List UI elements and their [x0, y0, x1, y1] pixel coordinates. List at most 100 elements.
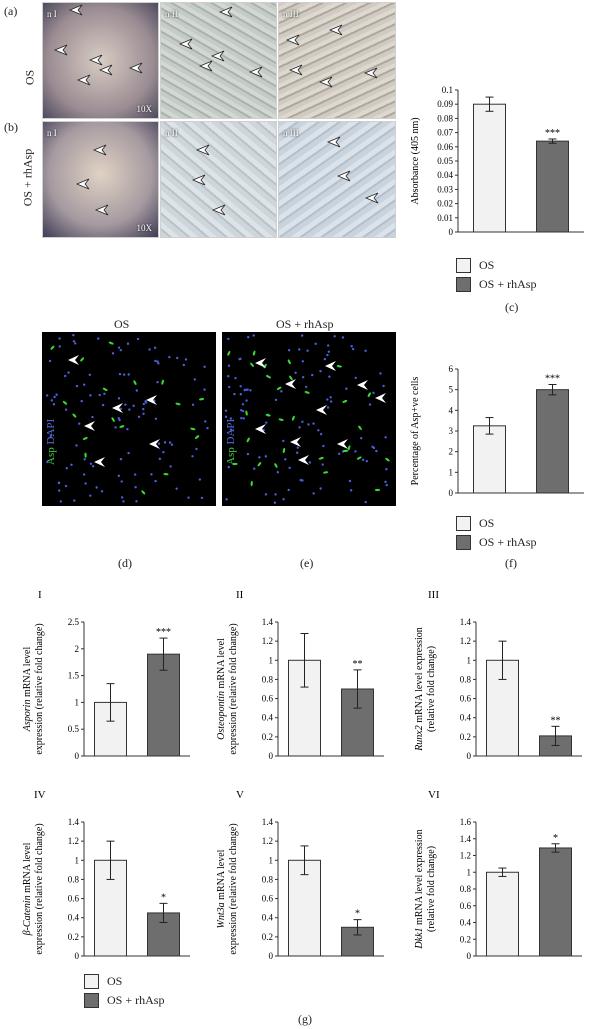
- nucleus-dot: [64, 484, 68, 488]
- nucleus-dot: [239, 393, 243, 396]
- nucleus-dot: [119, 457, 123, 461]
- y-tick-label: 0.8: [68, 874, 80, 884]
- y-tick-label: 1.2: [262, 636, 273, 646]
- asp-cell: [347, 445, 351, 451]
- panel-numeral: VI: [428, 789, 440, 801]
- y-axis-label-line2: expression (relative fold change): [34, 823, 45, 954]
- legend-label-rhasp: OS + rhAsp: [479, 535, 537, 549]
- y-tick-label: 0.2: [262, 932, 273, 942]
- nucleus-dot: [150, 473, 153, 476]
- nucleus-dot: [301, 360, 305, 363]
- nucleus-dot: [264, 455, 268, 458]
- y-axis-label: Wnt3a mRNA level: [216, 849, 227, 928]
- asp-cell: [72, 413, 77, 418]
- nucleus-dot: [301, 376, 305, 379]
- y-axis-label-rest: mRNA level expression: [414, 829, 425, 927]
- nucleus-dot: [103, 392, 106, 396]
- panel-numeral: I: [38, 589, 42, 601]
- asp-cell: [342, 449, 349, 453]
- nucleus-dot: [284, 458, 287, 461]
- magnification-label: 10X: [136, 104, 153, 114]
- nucleus-dot: [329, 396, 332, 399]
- legend-swatch-rhasp: [456, 277, 471, 292]
- arrowhead-icon: [337, 439, 348, 449]
- bar-os: [473, 425, 506, 494]
- arrowhead-icon: [195, 144, 210, 156]
- nucleus-dot: [311, 373, 314, 377]
- nucleus-dot: [294, 371, 297, 374]
- nucleus-dot: [225, 498, 228, 501]
- nucleus-dot: [75, 384, 79, 388]
- fluor-title-rhasp: OS + rhAsp: [276, 317, 334, 331]
- panel-numeral: III: [428, 589, 439, 601]
- nucleus-dot: [127, 373, 130, 376]
- bar-os: [473, 103, 506, 233]
- nucleus-dot: [168, 441, 172, 444]
- legend-swatch-os: [456, 258, 471, 273]
- nucleus-dot: [154, 359, 157, 363]
- panel-numeral: IV: [34, 789, 46, 801]
- nucleus-dot: [326, 406, 330, 409]
- nucleus-dot: [52, 403, 56, 406]
- nucleus-dot: [84, 482, 87, 485]
- y-tick-label: 0: [269, 751, 274, 761]
- nucleus-dot: [137, 415, 141, 419]
- significance-marker: ***: [545, 374, 560, 385]
- nucleus-dot: [132, 404, 135, 408]
- micrograph-os-n1: n I 10X: [42, 2, 159, 119]
- bar-os: [486, 871, 519, 957]
- y-tick-label: 0: [449, 488, 454, 498]
- micrograph-os-n2: n II: [160, 2, 277, 119]
- arrowhead-icon: [211, 204, 226, 216]
- nucleus-dot: [204, 420, 207, 423]
- nucleus-dot: [75, 444, 78, 447]
- nucleus-dot: [365, 459, 369, 463]
- nucleus-dot: [298, 348, 301, 351]
- nucleus-dot: [126, 428, 129, 431]
- arrowhead-icon: [288, 64, 303, 76]
- y-axis-label-line2: (relative fold change): [426, 646, 437, 732]
- nucleus-dot: [70, 463, 73, 467]
- y-tick-label: 1.2: [262, 836, 273, 846]
- arrowhead-icon: [248, 66, 263, 78]
- asp-cell: [356, 456, 362, 460]
- y-axis-label: β-Catenin mRNA level: [22, 842, 33, 936]
- nucleus-dot: [118, 372, 122, 376]
- micrograph-tag: n III: [283, 9, 299, 19]
- nucleus-dot: [200, 496, 204, 500]
- nucleus-dot: [92, 465, 95, 468]
- gene-name: Runx2: [414, 725, 425, 752]
- nucleus-dot: [351, 347, 355, 351]
- asp-cell: [232, 462, 238, 466]
- y-tick-label: 1: [269, 855, 274, 865]
- y-tick-label: 1: [449, 467, 454, 477]
- nucleus-dot: [49, 434, 53, 438]
- nucleus-dot: [273, 501, 277, 504]
- nucleus-dot: [117, 474, 121, 478]
- micrograph-tag: n III: [283, 128, 299, 138]
- chart-g-II: II 0 0.2 0.4 0.6 0.8 1 1.2 1.4 Osteopontin mRNA l…: [200, 588, 400, 768]
- panel-c-label: (c): [505, 300, 519, 314]
- micrograph-tag: n I: [47, 128, 57, 138]
- nucleus-dot: [95, 486, 98, 489]
- y-tick-label: 0.8: [262, 674, 274, 684]
- nucleus-dot: [144, 400, 147, 403]
- asp-cell: [342, 400, 348, 403]
- arrowhead-icon: [336, 170, 351, 182]
- legend-swatch-rhasp: [84, 993, 99, 1008]
- nucleus-dot: [326, 353, 329, 357]
- nucleus-dot: [349, 489, 353, 492]
- y-axis-label-line2: (relative fold change): [426, 846, 437, 932]
- nucleus-dot: [372, 391, 375, 395]
- significance-marker: *: [161, 892, 166, 903]
- nucleus-dot: [158, 457, 162, 461]
- nucleus-dot: [312, 492, 315, 495]
- nucleus-dot: [80, 399, 83, 403]
- nucleus-dot: [142, 407, 145, 411]
- nucleus-dot: [354, 376, 357, 380]
- y-tick-label: 0.8: [262, 874, 274, 884]
- nucleus-dot: [50, 399, 54, 402]
- arrowhead-icon: [94, 457, 105, 467]
- nucleus-dot: [187, 496, 190, 499]
- y-axis-label: Osteopontin mRNA level: [216, 638, 227, 740]
